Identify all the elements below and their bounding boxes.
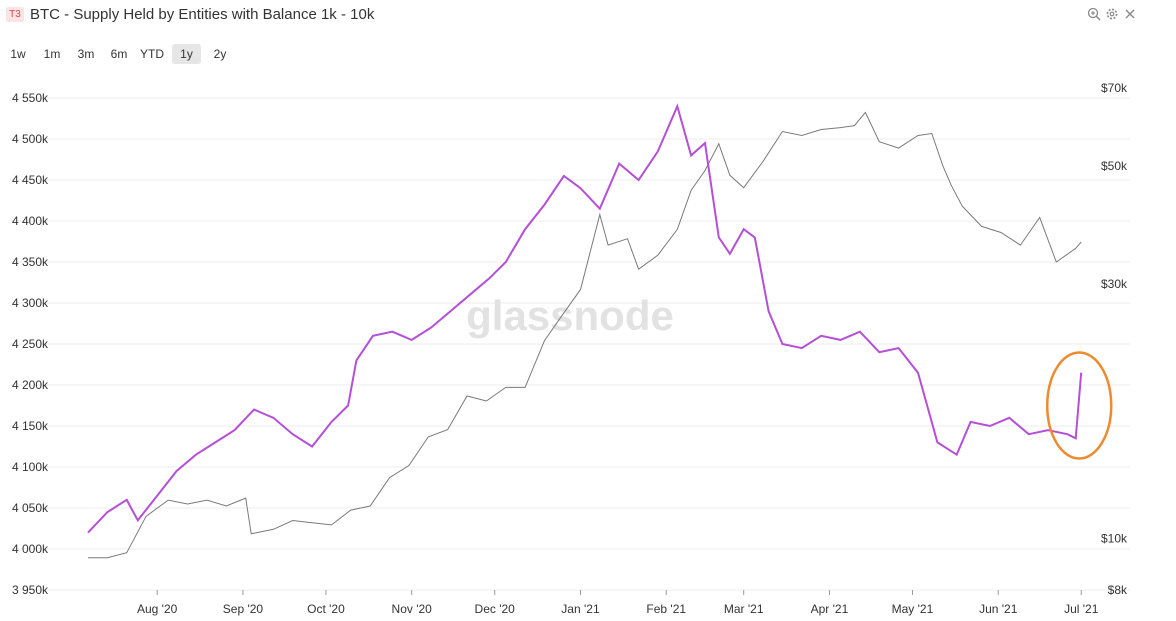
x-tick-label: Oct '20 (307, 602, 345, 616)
y-right-tick-label: $10k (1101, 531, 1128, 545)
y-left-tick-label: 4 550k (12, 91, 49, 105)
range-button-6m[interactable]: 6m (110, 47, 128, 61)
y-right-tick-label: $30k (1101, 277, 1128, 291)
grid-lines (10, 97, 1130, 591)
range-button-1y[interactable]: 1y (172, 44, 201, 64)
watermark: glassnode (466, 292, 674, 339)
y-axis-left: 3 950k 4 000k 4 050k 4 100k 4 150k 4 200k 4 25… (12, 91, 49, 597)
x-tick-label: Jul '21 (1064, 602, 1099, 616)
y-left-tick-label: 4 250k (12, 337, 49, 351)
y-left-tick-label: 4 400k (12, 214, 49, 228)
y-right-tick-label: $70k (1101, 81, 1128, 95)
x-tick-label: Nov '20 (392, 602, 433, 616)
supply-series-line (87, 103, 1083, 534)
y-left-tick-label: 3 950k (12, 583, 49, 597)
y-right-tick-label: $8k (1108, 583, 1128, 597)
tier-badge: T3 (6, 7, 24, 22)
y-left-tick-label: 4 500k (12, 132, 49, 146)
range-button-2y[interactable]: 2y (213, 47, 227, 61)
x-tick-label: Jan '21 (561, 602, 600, 616)
x-axis: Aug '20 Sep '20 Oct '20 Nov '20 Dec '20 Jan '… (137, 590, 1099, 616)
settings-icon[interactable] (1104, 7, 1120, 23)
x-tick-label: May '21 (892, 602, 934, 616)
y-left-tick-label: 4 450k (12, 173, 49, 187)
range-button-3m[interactable]: 3m (77, 47, 95, 61)
y-left-tick-label: 4 200k (12, 378, 49, 392)
chart-title: BTC - Supply Held by Entities with Balan… (30, 6, 375, 23)
x-tick-label: Mar '21 (724, 602, 764, 616)
zoom-icon[interactable] (1086, 7, 1102, 23)
x-tick-label: Apr '21 (811, 602, 849, 616)
chart-header: T3 BTC - Supply Held by Entities with Ba… (0, 0, 1176, 32)
x-tick-label: Jun '21 (979, 602, 1018, 616)
y-axis-right: $8k $10k $30k $50k $70k (1101, 81, 1128, 597)
close-icon[interactable] (1122, 7, 1138, 23)
x-tick-label: Feb '21 (646, 602, 686, 616)
y-left-tick-label: 4 100k (12, 460, 49, 474)
range-button-ytd[interactable]: YTD (140, 47, 164, 61)
y-right-tick-label: $50k (1101, 159, 1128, 173)
y-left-tick-label: 4 000k (12, 542, 49, 556)
y-left-tick-label: 4 050k (12, 501, 49, 515)
range-button-1w[interactable]: 1w (10, 47, 26, 61)
highlight-ellipse (1045, 351, 1113, 460)
price-series-line (88, 111, 1082, 559)
y-left-tick-label: 4 350k (12, 255, 49, 269)
y-left-tick-label: 4 150k (12, 419, 49, 433)
x-tick-label: Dec '20 (475, 602, 516, 616)
x-tick-label: Sep '20 (223, 602, 264, 616)
y-left-tick-label: 4 300k (12, 296, 49, 310)
x-tick-label: Aug '20 (137, 602, 178, 616)
range-button-1m[interactable]: 1m (43, 47, 61, 61)
